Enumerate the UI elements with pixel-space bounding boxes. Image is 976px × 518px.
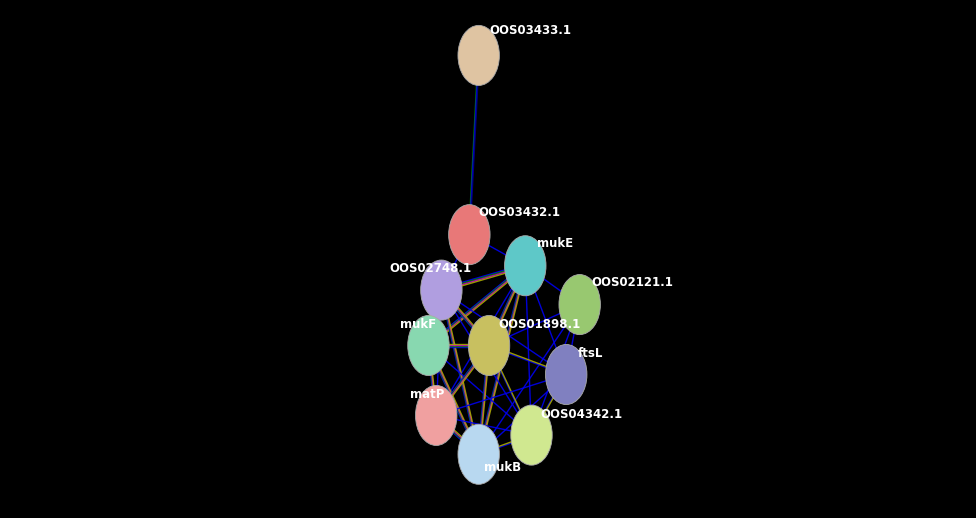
Text: mukB: mukB [484, 461, 521, 474]
Ellipse shape [510, 405, 552, 465]
Text: OOS03432.1: OOS03432.1 [478, 206, 560, 219]
Ellipse shape [449, 205, 490, 265]
Text: OOS02748.1: OOS02748.1 [389, 262, 471, 275]
Text: mukF: mukF [400, 318, 436, 331]
Ellipse shape [546, 344, 587, 405]
Text: mukE: mukE [537, 237, 573, 250]
Ellipse shape [416, 385, 457, 445]
Ellipse shape [458, 25, 500, 85]
Ellipse shape [559, 275, 600, 335]
Ellipse shape [408, 315, 449, 376]
Ellipse shape [458, 424, 500, 484]
Text: OOS04342.1: OOS04342.1 [541, 408, 623, 421]
Text: OOS01898.1: OOS01898.1 [499, 318, 581, 331]
Text: OOS03433.1: OOS03433.1 [489, 24, 571, 37]
Text: matP: matP [410, 388, 445, 401]
Ellipse shape [421, 260, 462, 320]
Ellipse shape [468, 315, 509, 376]
Text: ftsL: ftsL [578, 347, 603, 360]
Ellipse shape [505, 236, 546, 296]
Text: OOS02121.1: OOS02121.1 [591, 276, 673, 289]
